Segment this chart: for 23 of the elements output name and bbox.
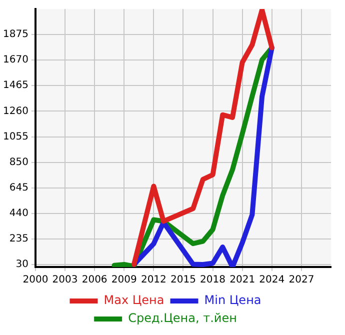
x-tick-label: 2003 xyxy=(52,274,78,286)
x-tick-label: 2006 xyxy=(82,274,108,286)
x-tick-label: 2012 xyxy=(140,274,166,286)
x-tick-label: 2009 xyxy=(111,274,137,286)
legend-label: Сред.Цена, т.йен xyxy=(128,311,237,326)
x-tick-label: 2021 xyxy=(230,274,256,286)
legend-label: Max Цена xyxy=(104,293,164,308)
y-tick-label: 440 xyxy=(9,208,28,219)
x-tick-label: 2024 xyxy=(259,274,285,286)
legend-label: Min Цена xyxy=(204,293,262,308)
x-tick-label: 2027 xyxy=(288,274,314,286)
x-tick-label: 2018 xyxy=(200,274,226,286)
y-tick-label: 1670 xyxy=(2,54,28,66)
y-tick-label: 1055 xyxy=(2,131,28,142)
y-tick-label: 1465 xyxy=(2,80,28,92)
x-tick-label: 2000 xyxy=(22,274,48,286)
x-tick-label: 2015 xyxy=(170,274,196,286)
y-tick-label: 30 xyxy=(16,259,28,270)
y-tick-label: 850 xyxy=(9,156,28,168)
y-tick-label: 235 xyxy=(9,234,28,245)
y-tick-label: 645 xyxy=(9,182,28,194)
y-tick-label: 1260 xyxy=(2,106,28,117)
y-tick-label: 1875 xyxy=(2,29,28,40)
